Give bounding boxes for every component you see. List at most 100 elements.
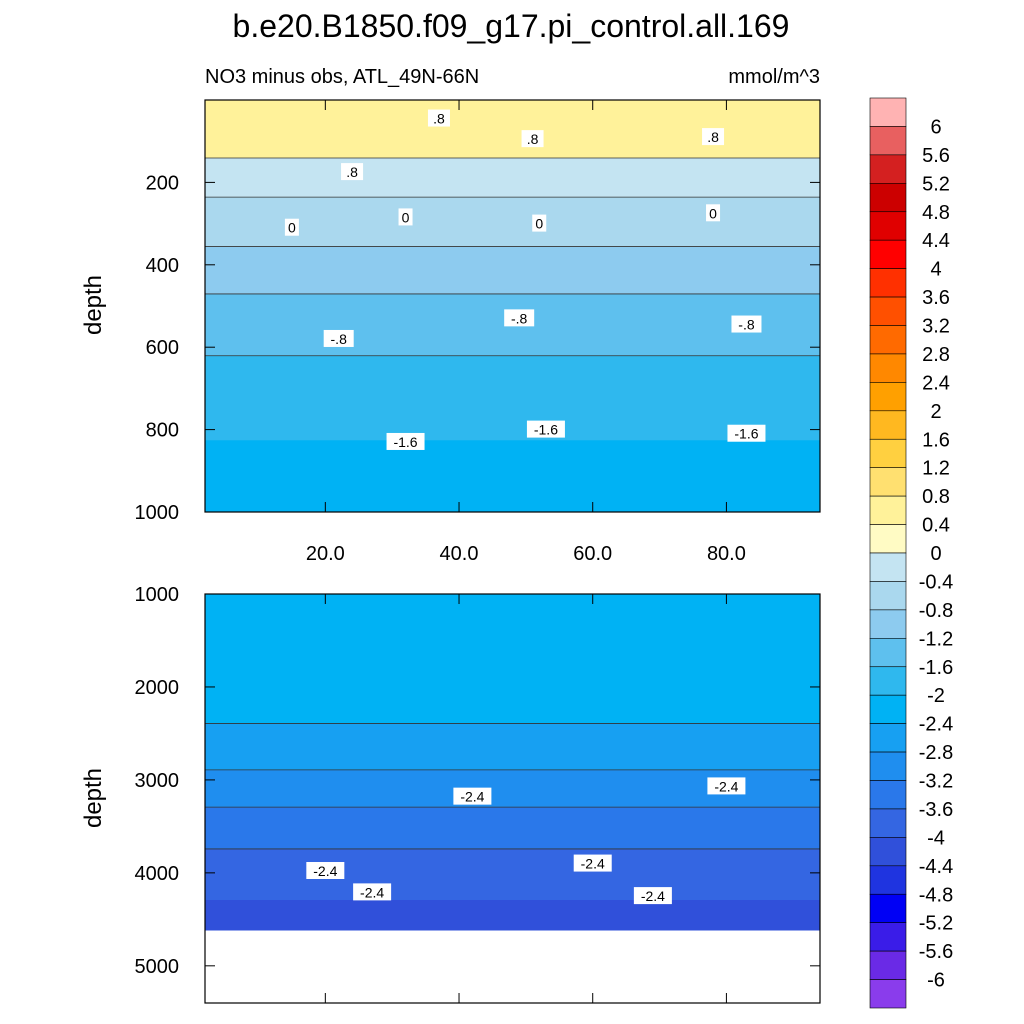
lower-contour-label: -2.4 xyxy=(641,888,665,904)
colorbar-label: -4 xyxy=(927,827,945,849)
colorbar-swatch xyxy=(869,979,907,1009)
colorbar-swatch xyxy=(869,353,907,383)
lower-y-tick-label: 3000 xyxy=(135,770,180,792)
colorbar-swatch xyxy=(869,893,907,923)
lower-contour-label-bg xyxy=(633,887,672,905)
colorbar-label: 6 xyxy=(930,116,941,138)
colorbar-label: 4.4 xyxy=(922,230,950,252)
colorbar-label: -6 xyxy=(927,970,945,992)
x-tick-label: 80.0 xyxy=(707,543,746,565)
colorbar-label: 1.2 xyxy=(922,458,950,480)
colorbar-swatch xyxy=(869,438,907,468)
upper-contour-label-bg xyxy=(284,218,299,236)
x-tick-label: 40.0 xyxy=(440,543,479,565)
colorbar-swatch xyxy=(869,211,907,241)
colorbar-label: 0.8 xyxy=(922,486,950,508)
colorbar-label: -5.2 xyxy=(919,913,953,935)
colorbar-swatch xyxy=(869,382,907,412)
colorbar-label: -2.8 xyxy=(919,742,953,764)
upper-contour-label: -1.6 xyxy=(393,434,417,450)
colorbar-label: 5.6 xyxy=(922,145,950,167)
lower-y-tick-label: 2000 xyxy=(135,677,180,699)
upper-panel: 200 400 600 800 1000 .8 .8 .8 .8 0 0 0 0 -.8 -.8 -.8 -1.… xyxy=(135,99,821,565)
colorbar-swatch xyxy=(869,581,907,611)
lower-contour-label-bg xyxy=(453,787,492,805)
upper-contour-label-bg xyxy=(706,204,721,222)
colorbar-label: 2.4 xyxy=(922,372,950,394)
upper-contour-band xyxy=(205,440,820,512)
upper-frame xyxy=(204,99,821,513)
lower-contour-label: -2.4 xyxy=(581,856,605,872)
upper-contour-label-bg xyxy=(526,420,565,438)
upper-contour-label: -1.6 xyxy=(734,426,758,442)
lower-y-tick-label: 4000 xyxy=(135,863,180,885)
colorbar-label: 2 xyxy=(930,401,941,423)
lower-contour-label: -2.4 xyxy=(360,884,384,900)
lower-y-tick-label: 1000 xyxy=(135,584,180,606)
upper-contour-label-bg xyxy=(731,315,762,333)
colorbar-swatch xyxy=(869,808,907,838)
lower-contour-label: -2.4 xyxy=(714,778,738,794)
colorbar-label: 3.2 xyxy=(922,316,950,338)
colorbar-label: 0 xyxy=(930,543,941,565)
upper-y-tick-label: 200 xyxy=(146,172,179,194)
colorbar-label: 3.6 xyxy=(922,287,950,309)
lower-panel: 1000 2000 3000 4000 5000 -2.4 -2.4 -2.4 -2.4 -2.4… xyxy=(135,584,821,1004)
colorbar-swatch xyxy=(869,638,907,668)
colorbar-label: -4.8 xyxy=(919,884,953,906)
colorbar-label: -0.4 xyxy=(919,571,953,593)
colorbar-swatch xyxy=(869,609,907,639)
lower-frame xyxy=(204,593,821,1004)
upper-y-tick-label: 1000 xyxy=(135,502,180,524)
colorbar-swatch xyxy=(869,495,907,525)
upper-contour-label-bg xyxy=(398,208,413,226)
colorbar-swatch xyxy=(869,751,907,781)
upper-contour-label-bg xyxy=(521,130,544,148)
chart-subtitle-right: mmol/m^3 xyxy=(728,66,820,88)
lower-contour-band xyxy=(205,900,820,931)
colorbar-label: -3.2 xyxy=(919,771,953,793)
upper-contour-label-bg xyxy=(504,309,535,327)
colorbar-label: 1.6 xyxy=(922,429,950,451)
colorbar-swatch xyxy=(869,552,907,582)
upper-contour-label: 0 xyxy=(709,205,717,221)
colorbar-label: 4.8 xyxy=(922,202,950,224)
upper-y-tick-label: 400 xyxy=(146,255,179,277)
colorbar-swatch xyxy=(869,268,907,298)
colorbar-label: 2.8 xyxy=(922,344,950,366)
upper-contour-label-bg xyxy=(427,109,450,127)
colorbar-label: -3.6 xyxy=(919,799,953,821)
lower-contour-band xyxy=(205,594,820,734)
colorbar-label: -4.4 xyxy=(919,856,953,878)
upper-y-axis-label: depth xyxy=(80,275,107,335)
colorbar-swatch xyxy=(869,837,907,867)
colorbar-swatch xyxy=(869,666,907,696)
colorbar-swatch xyxy=(869,780,907,810)
upper-y-tick-label: 600 xyxy=(146,337,179,359)
upper-contour-label-bg xyxy=(532,214,547,232)
chart-subtitle-left: NO3 minus obs, ATL_49N-66N xyxy=(205,66,479,88)
colorbar-label: -2.4 xyxy=(919,714,953,736)
colorbar-swatch xyxy=(869,410,907,440)
upper-contour-label: .8 xyxy=(707,129,719,145)
upper-contour-label: -.8 xyxy=(511,310,528,326)
upper-contour-label-bg xyxy=(702,128,725,146)
colorbar-label: 4 xyxy=(930,259,941,281)
lower-contour-label-bg xyxy=(353,883,392,901)
upper-contour-label: -.8 xyxy=(331,331,348,347)
upper-contour-label: 0 xyxy=(535,216,543,232)
colorbar: 6 5.6 5.2 4.8 4.4 4 3.6 3.2 2.8 2.4 2 1.6 1.2 0.8 0.4 0… xyxy=(869,97,953,1009)
colorbar-swatch xyxy=(869,922,907,952)
upper-contour-label: .8 xyxy=(527,131,539,147)
upper-contour-label: -1.6 xyxy=(534,422,558,438)
colorbar-swatch xyxy=(869,239,907,269)
colorbar-swatch xyxy=(869,723,907,753)
x-tick-label: 20.0 xyxy=(306,543,345,565)
colorbar-swatch xyxy=(869,865,907,895)
x-tick-label: 60.0 xyxy=(573,543,612,565)
colorbar-swatch xyxy=(869,183,907,213)
colorbar-swatch xyxy=(869,296,907,326)
upper-contour-label-bg xyxy=(341,163,364,181)
colorbar-label: -0.8 xyxy=(919,600,953,622)
